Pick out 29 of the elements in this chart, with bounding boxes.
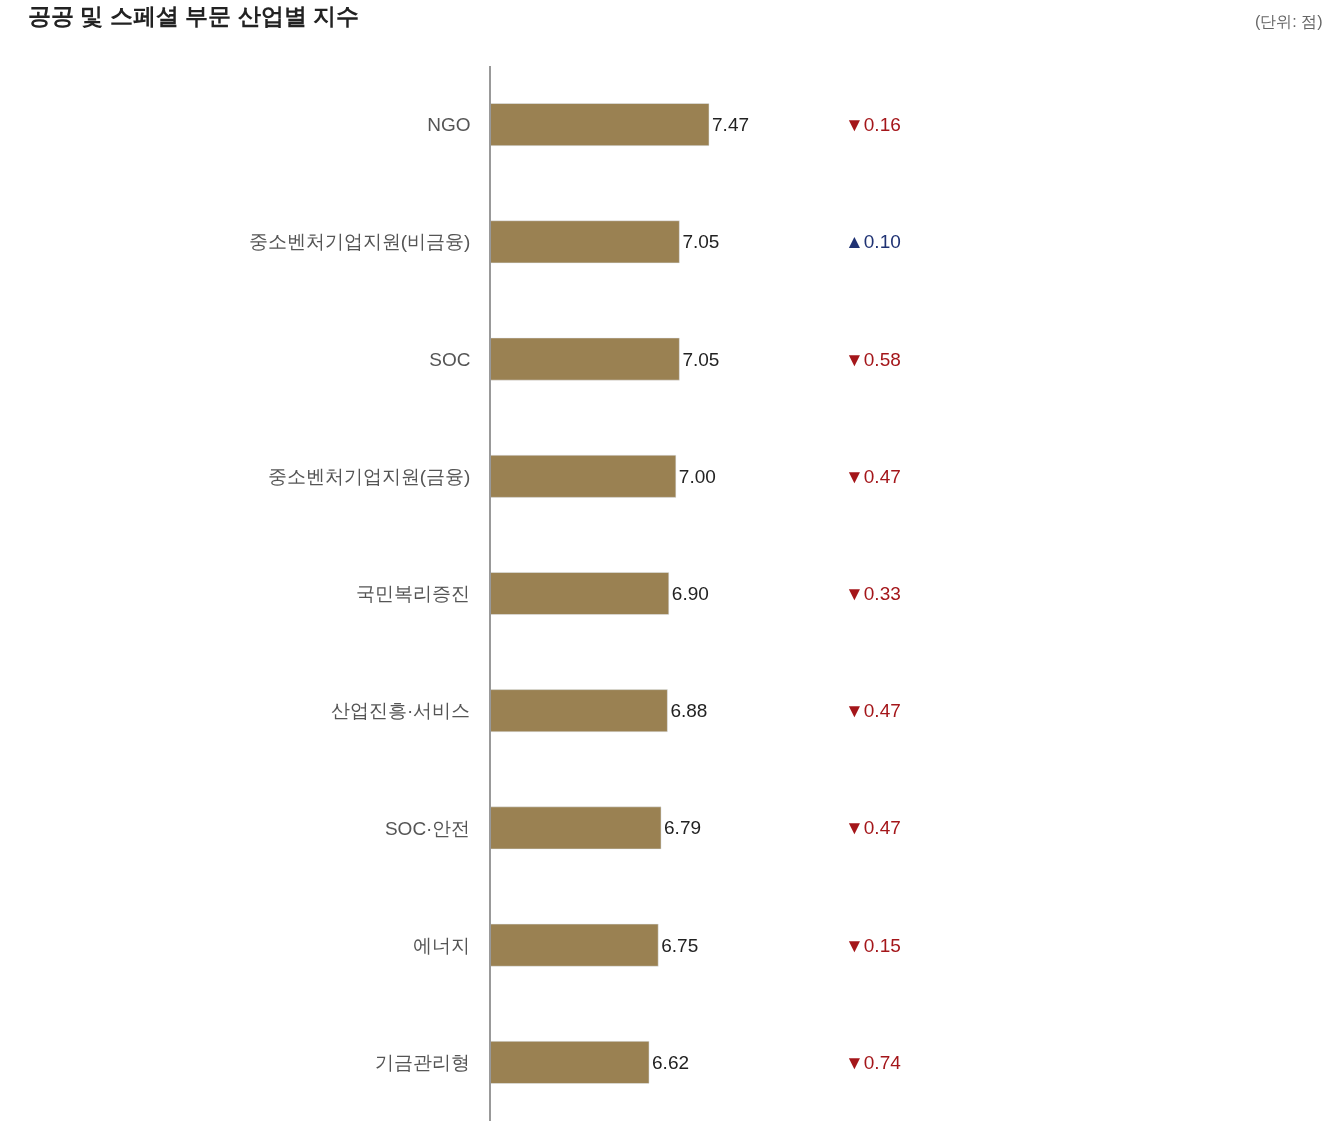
annotation: ▼0.47 bbox=[845, 466, 901, 487]
annotation: ▼0.58 bbox=[845, 349, 901, 370]
data-label: 6.88 bbox=[670, 700, 708, 722]
y-tick-label: 에너지 bbox=[413, 934, 471, 956]
y-tick-label: SOC·안전 bbox=[384, 817, 471, 839]
y-tick-label: 기금관리형 bbox=[375, 1052, 471, 1074]
data-label: 7.05 bbox=[682, 348, 720, 370]
data-label: 6.79 bbox=[664, 817, 702, 839]
annotation: ▼0.47 bbox=[845, 817, 901, 838]
text: 공공 및 스페셜 부문 산업별 지수 bbox=[28, 3, 359, 30]
annotation: ▼0.74 bbox=[845, 1052, 902, 1073]
data-label: 6.90 bbox=[671, 583, 709, 604]
text: (단위: 점) bbox=[1255, 13, 1323, 30]
data-label: 7.47 bbox=[712, 114, 750, 136]
annotation: ▼0.15 bbox=[845, 935, 901, 956]
data-label: 7.00 bbox=[678, 465, 716, 487]
annotation: ▼0.33 bbox=[845, 583, 901, 604]
annotation: ▼0.16 bbox=[845, 114, 901, 135]
y-tick-label: SOC bbox=[429, 348, 471, 370]
annotation: ▼0.47 bbox=[845, 700, 901, 721]
y-tick-label: 중소벤처기업지원(금융) bbox=[267, 465, 471, 487]
y-tick-label: 국민복리증진 bbox=[356, 583, 471, 605]
y-tick-label: NGO bbox=[427, 114, 471, 136]
y-tick-label: 중소벤처기업지원(비금융) bbox=[248, 231, 471, 253]
data-label: 6.62 bbox=[652, 1051, 690, 1073]
annotation: ▲0.10 bbox=[845, 231, 901, 252]
data-label: 7.05 bbox=[682, 231, 720, 253]
data-label: 6.75 bbox=[661, 934, 699, 956]
y-tick-label: 산업진흥·서비스 bbox=[331, 700, 471, 722]
